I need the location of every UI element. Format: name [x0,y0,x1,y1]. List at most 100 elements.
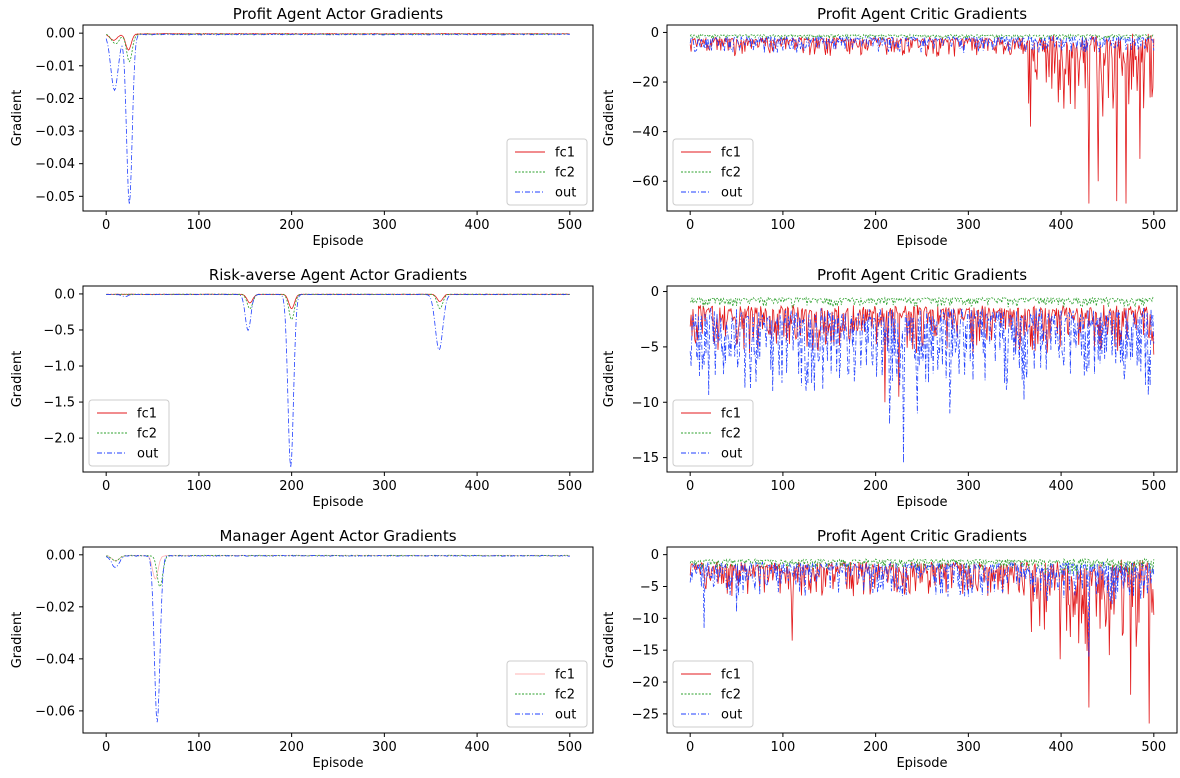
y-tick-label: −1.5 [43,396,75,411]
series-line-fc2 [106,33,570,63]
y-tick-label: −0.04 [35,652,75,667]
chart-title: Profit Agent Critic Gradients [817,266,1027,284]
legend-box [88,399,170,467]
x-axis-label: Episode [312,234,363,249]
legend-label-fc2: fc2 [555,688,575,703]
legend: fc1 fc2 out [672,138,754,206]
legend: fc1 fc2 out [672,660,754,728]
series-line-fc1 [106,293,570,310]
series-line-fc1 [105,33,570,51]
y-tick-label: −0.02 [35,600,75,615]
legend-box [506,660,588,728]
plot-frame [82,546,594,734]
legend: fc1 fc2 out [88,399,170,467]
legend-label-fc1: fc1 [555,146,575,161]
x-tick-label: 300 [372,479,397,494]
y-tick-label: −60 [632,175,659,190]
y-tick-label: −20 [632,76,659,91]
series-line-out [689,35,1155,54]
legend-label-fc2: fc2 [721,688,741,703]
legend-label-fc2: fc2 [555,166,575,181]
y-axis-label: Gradient [10,351,25,408]
x-tick-label: 300 [956,479,981,494]
x-tick-label: 300 [956,740,981,755]
chart-panel-1: 0 100 200 300 400 500 0.00 −0.01 −0.02 −0.03 −0.04… [10,5,594,249]
y-axis-label: Gradient [602,612,617,669]
x-tick-label: 200 [863,740,888,755]
legend-box [672,138,754,206]
series-line-fc1 [106,554,570,580]
plot-frame [666,546,1178,734]
chart-title: Profit Agent Actor Gradients [233,5,444,23]
y-tick-label: 0 [651,26,659,41]
y-tick-label: 0.00 [46,548,75,563]
x-tick-label: 100 [770,218,795,233]
y-axis-label: Gradient [602,351,617,408]
series-line-out [106,293,570,468]
x-tick-label: 200 [279,479,304,494]
chart-panel-4: 0 100 200 300 400 500 0 −5 −10 −15 Profit Agent Cr… [602,266,1178,510]
x-tick-label: 400 [1049,740,1074,755]
plot-frame [82,285,594,473]
y-tick-label: −15 [632,451,659,466]
y-axis-label: Gradient [602,90,617,147]
series-line-out [689,561,1155,657]
x-tick-label: 200 [279,740,304,755]
x-tick-label: 500 [557,740,582,755]
plot-frame [666,285,1178,473]
legend-label-fc1: fc1 [721,668,741,683]
x-tick-label: 400 [465,218,490,233]
series-line-out [105,554,570,723]
chart-panel-5: 0 100 200 300 400 500 0.00 −0.02 −0.04 −0.06 Manag… [10,527,594,771]
y-tick-label: −40 [632,125,659,140]
x-tick-label: 500 [557,218,582,233]
legend-box [672,660,754,728]
plot-frame [666,24,1178,212]
x-tick-label: 0 [686,479,694,494]
legend-label-out: out [137,447,158,462]
legend-label-out: out [721,708,742,723]
y-tick-label: 0 [651,285,659,300]
series-line-fc2 [689,557,1155,576]
x-tick-label: 300 [956,218,981,233]
y-tick-label: −0.03 [35,125,75,140]
legend: fc1 fc2 out [506,138,588,206]
series-line-out [689,307,1155,464]
chart-title: Profit Agent Critic Gradients [817,5,1027,23]
x-tick-label: 400 [1049,218,1074,233]
legend-box [672,399,754,467]
y-tick-label: 0 [651,548,659,563]
legend-label-fc1: fc1 [721,146,741,161]
legend-box [506,138,588,206]
plot-frame [82,24,594,212]
series-line-out [105,33,570,205]
legend-label-out: out [555,186,576,201]
chart-title: Profit Agent Critic Gradients [817,527,1027,545]
y-tick-label: −0.05 [35,190,75,205]
legend-label-fc2: fc2 [721,427,741,442]
legend-label-fc2: fc2 [137,427,157,442]
x-tick-label: 100 [770,479,795,494]
x-axis-label: Episode [312,756,363,771]
chart-title: Manager Agent Actor Gradients [219,527,456,545]
x-axis-label: Episode [312,495,363,510]
x-tick-label: 200 [279,218,304,233]
y-tick-label: −5 [640,580,659,595]
series-line-fc2 [689,296,1155,309]
legend-label-fc1: fc1 [555,668,575,683]
y-tick-label: −0.04 [35,157,75,172]
x-tick-label: 100 [186,479,211,494]
x-tick-label: 200 [863,218,888,233]
x-axis-label: Episode [896,756,947,771]
x-tick-label: 0 [102,218,110,233]
y-tick-label: −2.0 [43,432,75,447]
x-tick-label: 100 [770,740,795,755]
series-line-fc1 [689,559,1155,724]
x-tick-label: 400 [465,740,490,755]
y-tick-label: −10 [632,612,659,627]
chart-panel-3: 0 100 200 300 400 500 0.0 −0.5 −1.0 −1.5 −2.0 Risk-… [10,266,594,510]
x-tick-label: 0 [102,479,110,494]
x-axis-label: Episode [896,495,947,510]
x-tick-label: 500 [1141,218,1166,233]
